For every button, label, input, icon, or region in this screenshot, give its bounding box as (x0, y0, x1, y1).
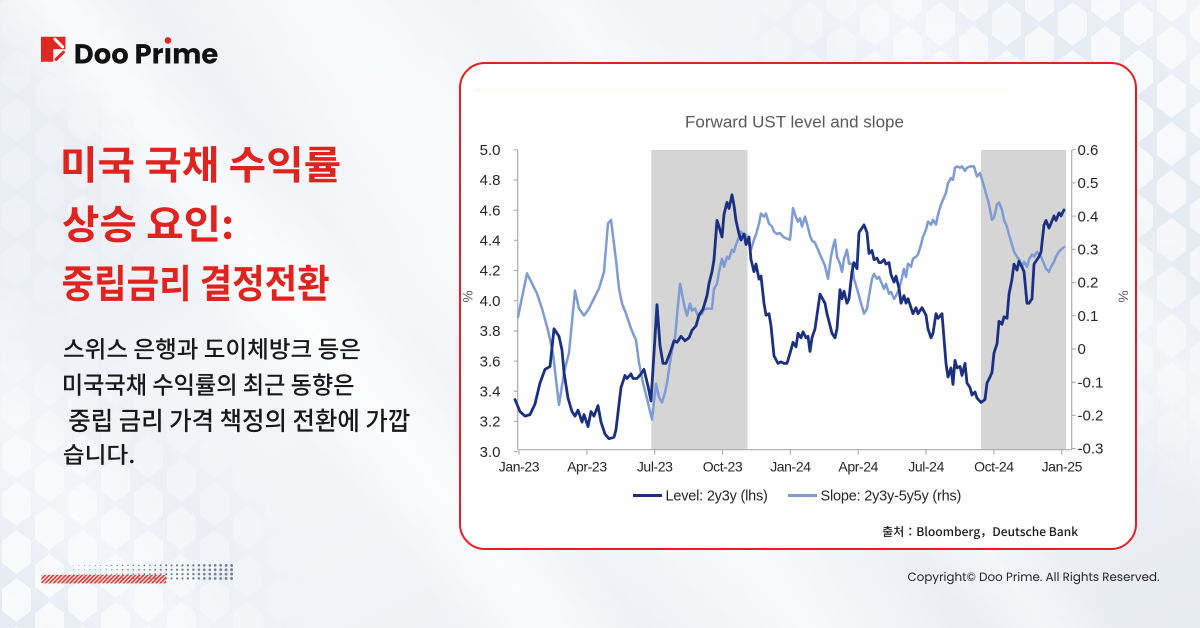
svg-text:Slope: 2y3y-5y5y (rhs): Slope: 2y3y-5y5y (rhs) (821, 489, 962, 505)
svg-text:-0.2: -0.2 (1078, 408, 1104, 425)
svg-text:0.4: 0.4 (1078, 208, 1099, 225)
svg-text:Apr-23: Apr-23 (567, 459, 607, 475)
svg-text:Jan-24: Jan-24 (770, 459, 811, 475)
svg-text:Jan-23: Jan-23 (499, 459, 540, 475)
svg-text:Apr-24: Apr-24 (838, 459, 878, 475)
svg-text:Oct-23: Oct-23 (703, 459, 743, 475)
svg-text:4.6: 4.6 (480, 202, 501, 219)
svg-text:Jan-25: Jan-25 (1042, 459, 1083, 475)
svg-text:0.6: 0.6 (1078, 142, 1099, 159)
svg-text:3.8: 3.8 (480, 323, 501, 340)
svg-text:0.1: 0.1 (1078, 308, 1099, 325)
svg-text:3.4: 3.4 (480, 383, 501, 400)
svg-text:4.0: 4.0 (480, 293, 501, 310)
svg-text:4.2: 4.2 (480, 263, 501, 280)
svg-text:Oct-24: Oct-24 (974, 459, 1014, 475)
svg-text:3.0: 3.0 (480, 444, 501, 461)
svg-text:3.2: 3.2 (480, 414, 501, 431)
svg-text:0: 0 (1078, 341, 1086, 358)
svg-text:4.8: 4.8 (480, 172, 501, 189)
svg-text:Jul-24: Jul-24 (908, 459, 944, 475)
svg-text:4.4: 4.4 (480, 233, 501, 250)
svg-text:3.6: 3.6 (480, 353, 501, 370)
svg-text:%: % (1116, 290, 1131, 302)
svg-text:%: % (461, 290, 476, 302)
svg-text:0.5: 0.5 (1078, 175, 1099, 192)
svg-text:0.2: 0.2 (1078, 275, 1099, 292)
svg-text:-0.1: -0.1 (1078, 374, 1104, 391)
svg-text:Forward UST level and slope: Forward UST level and slope (685, 113, 904, 132)
svg-text:0.3: 0.3 (1078, 242, 1099, 259)
svg-text:-0.3: -0.3 (1078, 441, 1104, 458)
svg-text:Jul-23: Jul-23 (637, 459, 673, 475)
svg-text:5.0: 5.0 (480, 142, 501, 159)
svg-text:Level: 2y3y (lhs): Level: 2y3y (lhs) (666, 489, 768, 505)
